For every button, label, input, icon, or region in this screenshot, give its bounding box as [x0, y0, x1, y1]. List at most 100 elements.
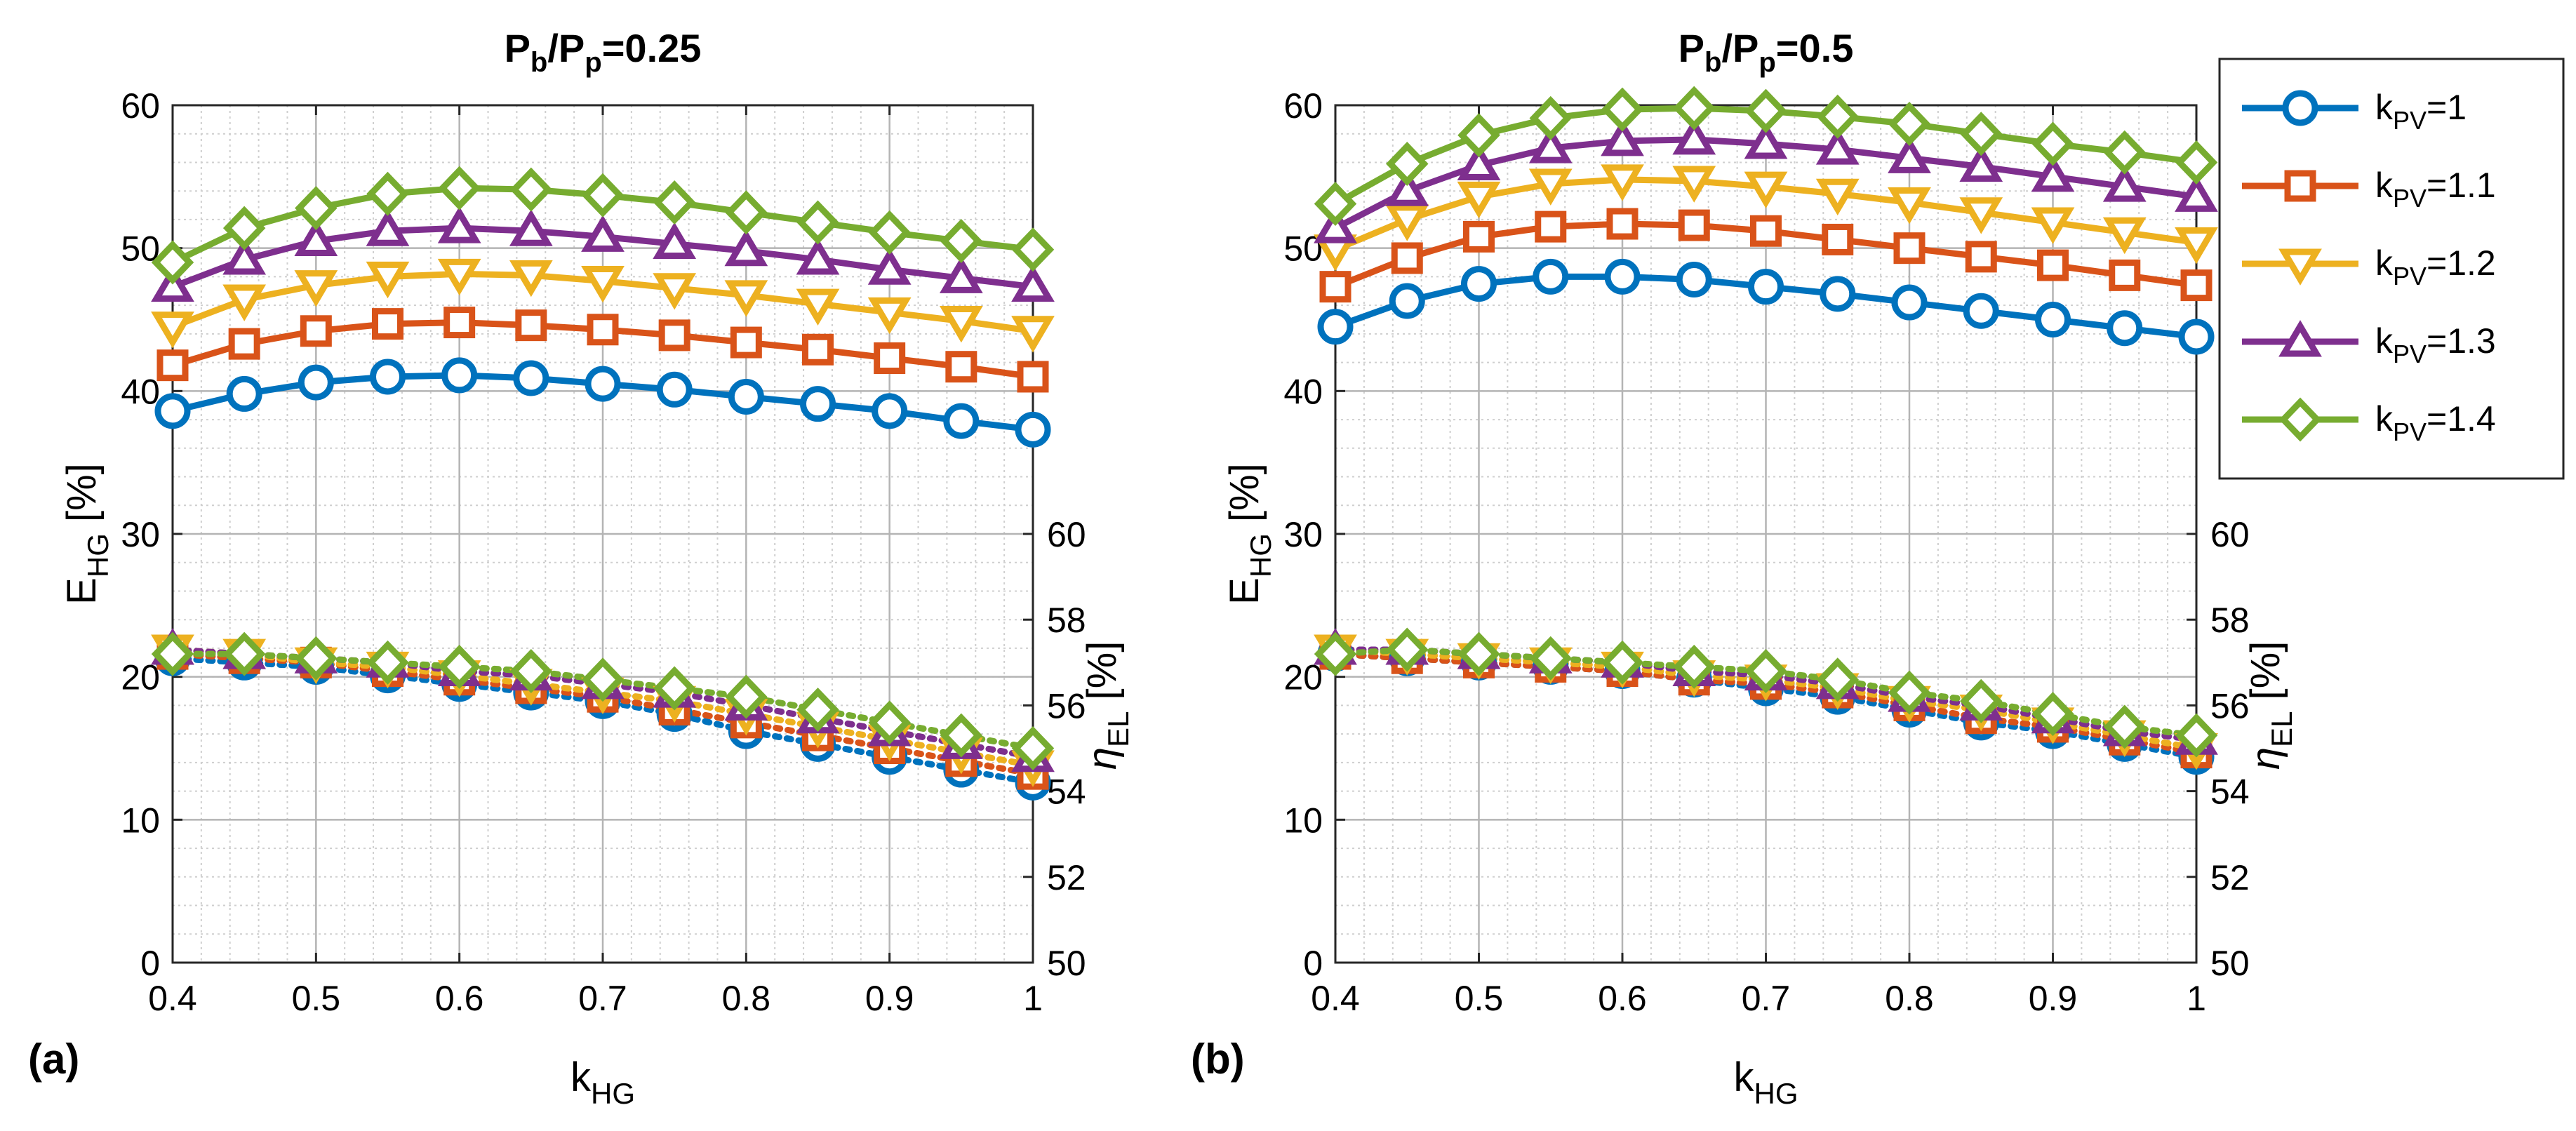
data-point-left: [1606, 208, 1639, 240]
data-point-left: [939, 306, 983, 343]
data-point-left: [940, 218, 983, 263]
data-point-left: [222, 284, 267, 321]
y-right-tick-label: 54: [2210, 772, 2250, 812]
legend-label: kPV=1.4: [2375, 399, 2496, 446]
panel-b: 0.4 0.5 0.6 0.7 0.8 0.9 1010203040506050525456…: [1191, 26, 2298, 1110]
data-point-right: [151, 631, 194, 676]
y-right-tick-label: 52: [1047, 858, 1086, 897]
data-point-right: [1601, 640, 1644, 685]
data-point-left: [1463, 220, 1495, 253]
data-point-right: [940, 713, 983, 758]
data-point-left: [1314, 182, 1357, 227]
x-tick-label: 0.7: [578, 979, 627, 1018]
data-point-left: [1673, 86, 1716, 130]
data-point-left: [1385, 204, 1429, 241]
data-point-left: [1891, 284, 1928, 321]
data-point-left: [1816, 94, 1859, 139]
x-tick-label: 0.8: [722, 979, 771, 1018]
data-point-left: [2031, 154, 2075, 192]
data-point-right: [1888, 670, 1931, 715]
data-point-left: [366, 171, 409, 216]
data-point-left: [2180, 269, 2213, 302]
data-point-right: [653, 666, 696, 711]
data-point-left: [1457, 181, 1501, 219]
data-point-left: [1317, 309, 1354, 345]
data-point-left: [151, 312, 194, 349]
data-point-left: [653, 180, 696, 225]
data-point-left: [867, 297, 912, 335]
data-point-left: [800, 386, 836, 422]
series-right-group: [1314, 627, 2218, 775]
data-point-left: [443, 307, 476, 339]
series-left-group: [1314, 86, 2218, 355]
data-point-left: [370, 359, 406, 395]
data-point-left: [1601, 119, 1644, 156]
y-tick-label: 0: [1303, 944, 1323, 983]
data-point-left: [151, 240, 194, 285]
legend-marker: [2278, 397, 2322, 442]
data-point-left: [2175, 140, 2218, 185]
data-point-left: [1604, 258, 1641, 295]
data-point-left: [1011, 227, 1055, 272]
legend-label: kPV=1.3: [2375, 321, 2496, 368]
data-point-left: [585, 366, 621, 402]
data-point-left: [1748, 269, 1784, 305]
data-point-left: [372, 308, 403, 340]
data-point-right: [1744, 649, 1787, 694]
data-point-left: [1888, 101, 1931, 146]
x-tick-label: 0.9: [865, 979, 914, 1018]
x-tick-label: 0.8: [1885, 979, 1934, 1018]
data-point-right: [438, 644, 481, 689]
data-point-left: [872, 393, 908, 429]
legend-box: [2218, 58, 2565, 480]
y-right-axis-label: ηEL [%]: [2243, 641, 2298, 770]
data-point-left: [1385, 169, 1429, 206]
x-tick-label: 0.5: [1455, 979, 1504, 1018]
data-point-left: [2102, 217, 2147, 255]
data-point-left: [2107, 310, 2143, 347]
data-point-left: [653, 222, 697, 260]
data-point-left: [1815, 178, 1860, 216]
data-point-left: [509, 167, 553, 212]
data-point-left: [156, 349, 189, 382]
x-tick-label: 0.6: [435, 979, 484, 1018]
data-point-left: [1461, 266, 1497, 302]
legend-label: kPV=1.2: [2375, 243, 2496, 290]
data-point-left: [1750, 215, 1782, 247]
y-right-tick-label: 56: [2210, 686, 2250, 725]
data-point-left: [2109, 259, 2141, 291]
y-right-tick-label: 60: [1047, 515, 1086, 554]
data-point-left: [509, 260, 553, 297]
data-point-left: [437, 258, 481, 296]
data-point-left: [151, 265, 194, 302]
data-point-left: [1822, 223, 1854, 255]
y-tick-label: 30: [121, 515, 160, 554]
data-point-left: [653, 273, 697, 310]
data-point-left: [1017, 361, 1049, 393]
data-point-left: [945, 351, 977, 383]
y-right-axis-label: ηEL [%]: [1079, 641, 1135, 770]
data-point-left: [587, 314, 619, 346]
data-point-right: [1529, 636, 1572, 681]
data-point-left: [656, 371, 693, 408]
y-axis-label: EHG [%]: [1222, 463, 1277, 605]
data-point-left: [874, 342, 906, 374]
data-point-left: [1015, 411, 1051, 448]
data-point-left: [1533, 258, 1569, 295]
data-point-left: [1535, 210, 1567, 243]
data-point-left: [1815, 128, 1860, 165]
data-point-left: [1011, 265, 1055, 302]
data-point-left: [868, 210, 911, 255]
y-tick-label: 10: [121, 801, 160, 840]
data-point-left: [1959, 145, 2003, 182]
data-point-right: [295, 636, 338, 681]
y-right-tick-label: 50: [2210, 944, 2250, 983]
data-point-right: [725, 674, 768, 719]
data-point-left: [730, 326, 762, 359]
chart-title: Pb/Pp=0.25: [505, 26, 702, 78]
data-point-left: [2175, 227, 2218, 265]
data-point-left: [1678, 209, 1710, 241]
data-point-left: [943, 403, 980, 439]
data-point-left: [581, 173, 625, 218]
y-right-tick-label: 52: [2210, 858, 2250, 897]
